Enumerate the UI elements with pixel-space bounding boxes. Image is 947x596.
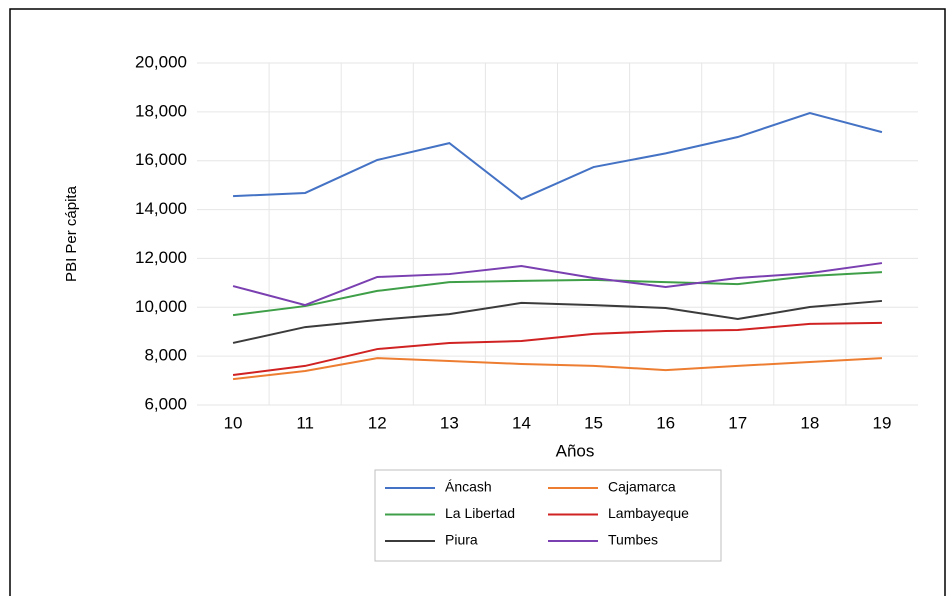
x-tick-label: 18 [800,413,819,432]
legend-label: Cajamarca [608,479,676,495]
x-tick-label: 19 [872,413,891,432]
x-tick-label: 12 [368,413,387,432]
legend-label: Lambayeque [608,505,689,521]
x-tick-label: 16 [656,413,675,432]
y-axis-label: PBI Per cápita [63,185,80,282]
legend-label: Áncash [445,479,492,495]
y-tick-label: 14,000 [135,199,187,218]
legend-label: Tumbes [608,532,658,548]
y-tick-label: 6,000 [144,394,187,413]
y-tick-label: 10,000 [135,297,187,316]
series-line [232,299,883,344]
legend-label: La Libertad [445,505,515,521]
series-line [232,321,882,376]
x-tick-label: 13 [440,413,459,432]
y-tick-label: 8,000 [144,346,187,365]
y-tick-label: 16,000 [135,150,187,169]
x-axis-label: Años [556,441,595,460]
series-line [232,357,883,381]
x-tick-label: 15 [584,413,603,432]
legend-label: Piura [445,532,478,548]
series-line [232,271,883,317]
x-tick-label: 14 [512,413,531,432]
y-tick-label: 12,000 [135,248,187,267]
y-tick-label: 18,000 [135,101,187,120]
x-tick-label: 11 [296,413,314,432]
series-line [232,262,883,307]
x-tick-label: 10 [224,413,243,432]
series-line [233,112,883,201]
y-tick-label: 20,000 [135,52,187,71]
x-tick-label: 17 [728,413,747,432]
